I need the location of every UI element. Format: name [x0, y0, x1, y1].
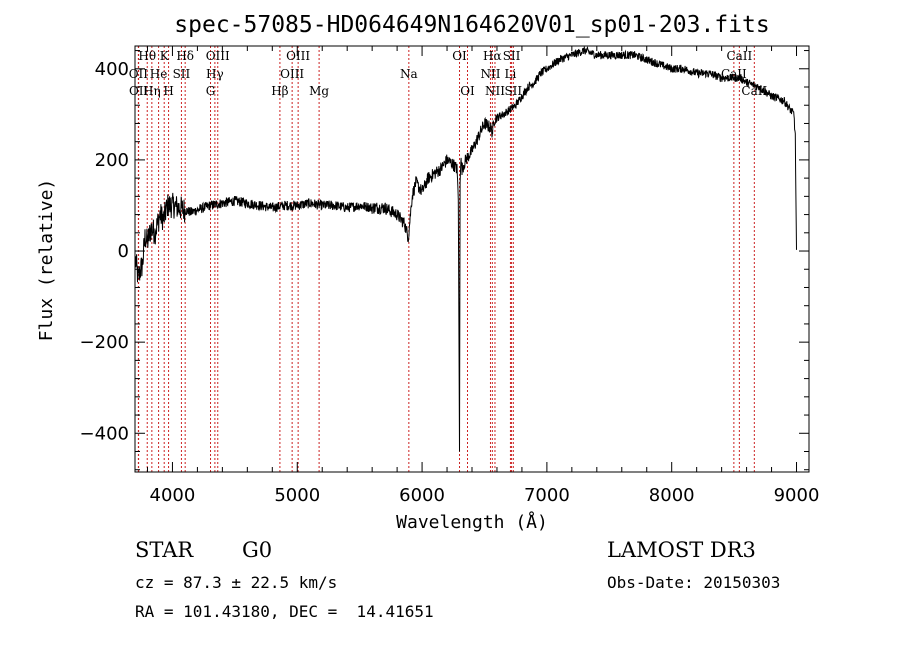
spectral-line-label: OI — [452, 49, 467, 63]
y-tick-label: 200 — [95, 150, 129, 171]
spectral-line-label: K — [160, 49, 170, 63]
spectral-line-label: Hα — [483, 49, 502, 63]
spectral-line-label: OIII — [280, 67, 304, 81]
x-tick-label: 9000 — [774, 485, 820, 506]
spectral-line-label: CaII — [726, 49, 752, 63]
object-class: STAR — [135, 538, 194, 562]
spectral-line-label: SII — [503, 49, 521, 63]
spectral-line-label: Hδ — [176, 49, 194, 63]
x-tick-label: 7000 — [524, 485, 570, 506]
spectral-line-label: Hθ — [138, 49, 156, 63]
flux-series — [135, 46, 797, 452]
x-tick-label: 5000 — [274, 485, 320, 506]
y-tick-label: 0 — [118, 241, 129, 262]
chart-title: spec-57085-HD064649N164620V01_sp01-203.f… — [174, 12, 769, 38]
survey-name: LAMOST DR3 — [607, 538, 756, 562]
spectral-line-label: Hη — [143, 84, 161, 98]
x-axis-title: Wavelength (Å) — [396, 511, 548, 533]
y-axis-title: Flux (relative) — [36, 179, 57, 342]
spectral-line-label: OIII — [206, 49, 230, 63]
spectral-line-label: OI — [460, 84, 475, 98]
spectral-line-label: Hβ — [271, 84, 288, 98]
object-subclass: G0 — [242, 538, 273, 562]
spectral-line-label: Na — [400, 67, 418, 81]
spectral-line-label: OII — [129, 84, 149, 98]
spectral-line-label: He — [150, 67, 168, 81]
spectral-line-label: OIII — [286, 49, 310, 63]
spectral-line-label: H — [163, 84, 173, 98]
coordinates: RA = 101.43180, DEC = 14.41651 — [135, 602, 434, 621]
flux-line — [135, 46, 797, 452]
observation-date: Obs-Date: 20150303 — [607, 573, 781, 592]
y-tick-label: −200 — [80, 332, 129, 353]
x-tick-label: 4000 — [150, 485, 196, 506]
spectral-line-label: NII — [485, 84, 505, 98]
x-tick-label: 8000 — [649, 485, 695, 506]
spectral-line-label: NII — [480, 67, 500, 81]
spectral-line-labels: Hθ OII OII K He Hη H Hδ SII OIII Hγ G Hβ OIII OIII Mg Na… — [129, 49, 768, 98]
spectral-line-label: Li — [505, 67, 517, 81]
spectral-line-label: Hγ — [206, 67, 224, 81]
y-tick-label: −400 — [80, 423, 129, 444]
y-tick-label: 400 — [95, 59, 129, 80]
spectral-line-label: SII — [504, 84, 522, 98]
spectral-line-markers — [137, 46, 755, 472]
axis-ticks: 4000 5000 6000 7000 8000 9000 −400 −200 0 200 400 — [80, 46, 820, 506]
spectral-line-label: SII — [173, 67, 191, 81]
redshift-value: cz = 87.3 ± 22.5 km/s — [135, 573, 338, 592]
spectral-line-label: Mg — [309, 84, 329, 98]
spectral-line-label: G — [206, 84, 216, 98]
spectral-line-label: OII — [129, 67, 149, 81]
plot-frame — [134, 45, 810, 473]
x-tick-label: 6000 — [399, 485, 445, 506]
